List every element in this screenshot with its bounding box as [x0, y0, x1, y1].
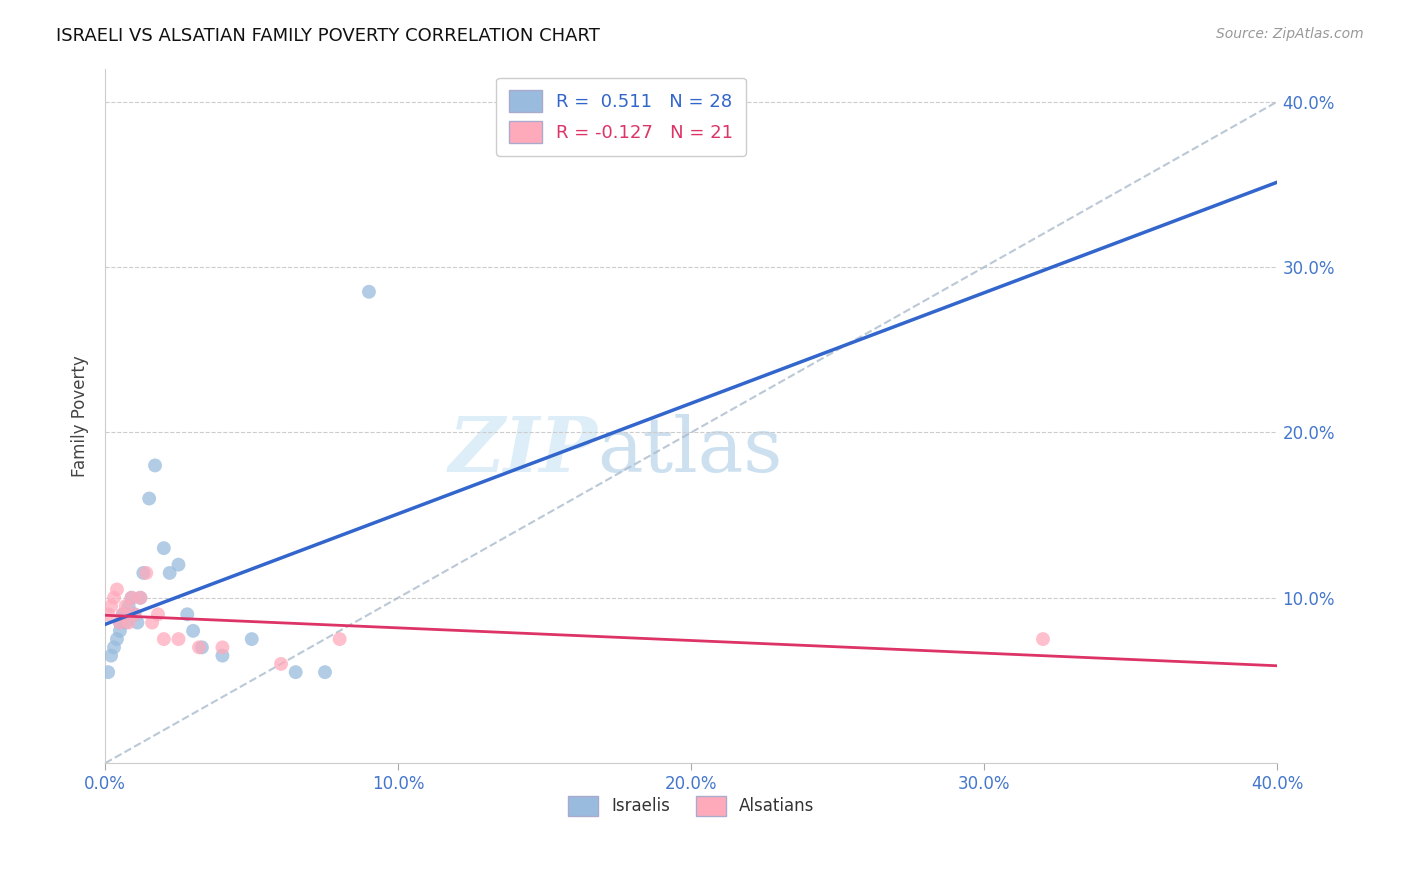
- Point: [124, 607, 146, 622]
- Point: [105, 582, 128, 597]
- Point: [143, 458, 166, 473]
- Point: [108, 615, 131, 630]
- Point: [100, 648, 122, 663]
- Point: [270, 657, 292, 671]
- Point: [211, 648, 233, 663]
- Text: ISRAELI VS ALSATIAN FAMILY POVERTY CORRELATION CHART: ISRAELI VS ALSATIAN FAMILY POVERTY CORRE…: [56, 27, 600, 45]
- Point: [284, 665, 307, 680]
- Point: [159, 566, 181, 580]
- Point: [114, 599, 136, 613]
- Point: [181, 624, 204, 638]
- Text: Source: ZipAtlas.com: Source: ZipAtlas.com: [1216, 27, 1364, 41]
- Point: [141, 615, 163, 630]
- Point: [97, 607, 120, 622]
- Point: [153, 541, 176, 555]
- Point: [129, 591, 152, 605]
- Point: [167, 632, 190, 646]
- Point: [100, 599, 122, 613]
- Point: [121, 591, 143, 605]
- Point: [135, 566, 157, 580]
- Point: [138, 491, 160, 506]
- Point: [103, 591, 125, 605]
- Point: [127, 615, 149, 630]
- Point: [211, 640, 233, 655]
- Point: [1032, 632, 1054, 646]
- Point: [176, 607, 198, 622]
- Point: [167, 558, 190, 572]
- Y-axis label: Family Poverty: Family Poverty: [72, 355, 89, 476]
- Point: [103, 640, 125, 655]
- Point: [191, 640, 214, 655]
- Point: [114, 615, 136, 630]
- Point: [314, 665, 336, 680]
- Point: [188, 640, 211, 655]
- Point: [118, 599, 141, 613]
- Point: [240, 632, 263, 646]
- Point: [108, 615, 131, 630]
- Point: [132, 566, 155, 580]
- Point: [118, 615, 141, 630]
- Text: atlas: atlas: [598, 414, 783, 488]
- Point: [97, 665, 120, 680]
- Point: [146, 607, 169, 622]
- Point: [124, 607, 146, 622]
- Point: [108, 624, 131, 638]
- Point: [111, 607, 134, 622]
- Legend: Israelis, Alsatians: Israelis, Alsatians: [560, 788, 823, 824]
- Point: [105, 632, 128, 646]
- Point: [129, 591, 152, 605]
- Point: [357, 285, 380, 299]
- Point: [111, 607, 134, 622]
- Point: [329, 632, 352, 646]
- Point: [121, 591, 143, 605]
- Point: [153, 632, 176, 646]
- Point: [114, 607, 136, 622]
- Text: ZIP: ZIP: [449, 414, 598, 488]
